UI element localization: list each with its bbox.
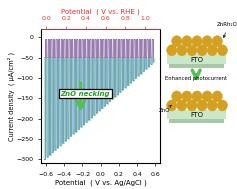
Circle shape [202,91,212,102]
Circle shape [167,100,177,111]
Circle shape [177,100,187,111]
Y-axis label: Current density  ( μA/cm² ): Current density ( μA/cm² ) [7,52,15,141]
Text: ZnRh₂O₄: ZnRh₂O₄ [217,22,237,38]
Circle shape [217,45,228,56]
Circle shape [192,36,202,47]
Circle shape [202,36,212,47]
Circle shape [207,100,217,111]
Text: Enhanced photocurrent: Enhanced photocurrent [165,76,227,81]
X-axis label: Potential  ( V vs. Ag/AgCl ): Potential ( V vs. Ag/AgCl ) [55,180,147,186]
Circle shape [192,91,202,102]
X-axis label: Potential  ( V vs. RHE ): Potential ( V vs. RHE ) [61,8,140,15]
Circle shape [172,91,182,102]
Text: FTO: FTO [190,112,203,118]
Bar [169,119,224,123]
Bar [167,54,226,64]
Text: ZnO necking: ZnO necking [61,91,110,97]
Circle shape [182,36,192,47]
Circle shape [197,100,207,111]
Bar [169,64,224,68]
Bar [167,110,226,119]
Circle shape [197,45,207,56]
Circle shape [167,45,177,56]
Circle shape [187,100,197,111]
Circle shape [187,45,197,56]
Circle shape [217,100,228,111]
Text: FTO: FTO [190,57,203,63]
Circle shape [182,91,192,102]
Circle shape [212,91,222,102]
Circle shape [207,45,217,56]
Circle shape [172,36,182,47]
Text: ZnO: ZnO [159,105,172,113]
Circle shape [212,36,222,47]
Circle shape [177,45,187,56]
